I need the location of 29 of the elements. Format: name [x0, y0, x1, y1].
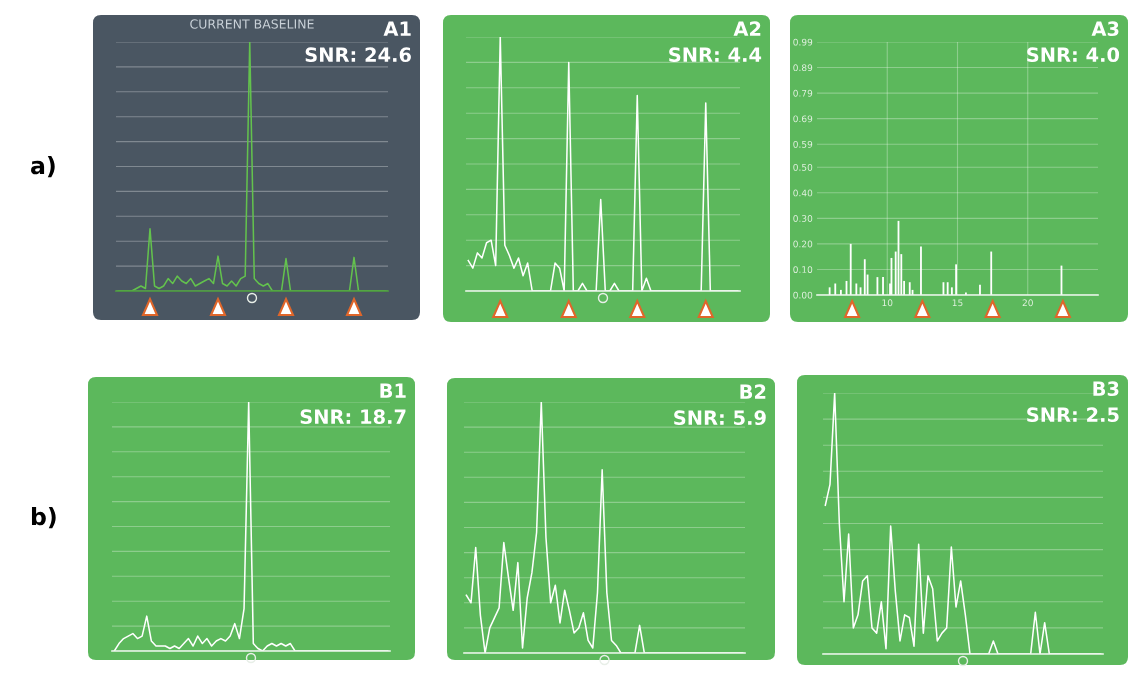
text: a)	[31, 156, 55, 178]
y-tick-label: 0.30	[793, 215, 813, 222]
y-tick-label: 0.69	[793, 115, 813, 123]
y-tick-label: 0.50	[793, 163, 813, 171]
text: b)	[31, 507, 56, 529]
y-tick-label: 0.79	[793, 89, 813, 97]
annotation: B3	[1093, 381, 1119, 397]
annotation: SNR: 4.0	[1027, 47, 1120, 63]
text: B2	[740, 384, 766, 399]
x-tick-label: 10	[882, 299, 893, 307]
y-tick-label: 0.00	[793, 291, 813, 299]
x-tick-label: 15	[952, 299, 963, 307]
y-tick-label: 0.99	[793, 38, 813, 46]
text: A3	[1091, 21, 1119, 37]
annotation: SNR: 5.9	[674, 410, 766, 426]
annotation: SNR: 24.6	[305, 47, 411, 63]
text: A1	[383, 21, 411, 36]
annotation: SNR: 2.5	[1027, 407, 1119, 423]
y-tick-label: 0.20	[793, 240, 813, 248]
text: B1	[380, 383, 406, 398]
x-tick-label: 20	[1022, 299, 1033, 307]
y-tick-label: 0.10	[793, 266, 813, 273]
chart-title: CURRENT BASELINE	[190, 19, 314, 29]
annotation: SNR: 18.7	[300, 409, 406, 425]
y-tick-label: 0.59	[793, 140, 813, 148]
y-tick-label: 0.40	[793, 189, 813, 197]
y-tick-label: 0.89	[793, 64, 813, 72]
text: A2	[733, 21, 761, 36]
annotation: SNR: 4.4	[669, 47, 762, 63]
